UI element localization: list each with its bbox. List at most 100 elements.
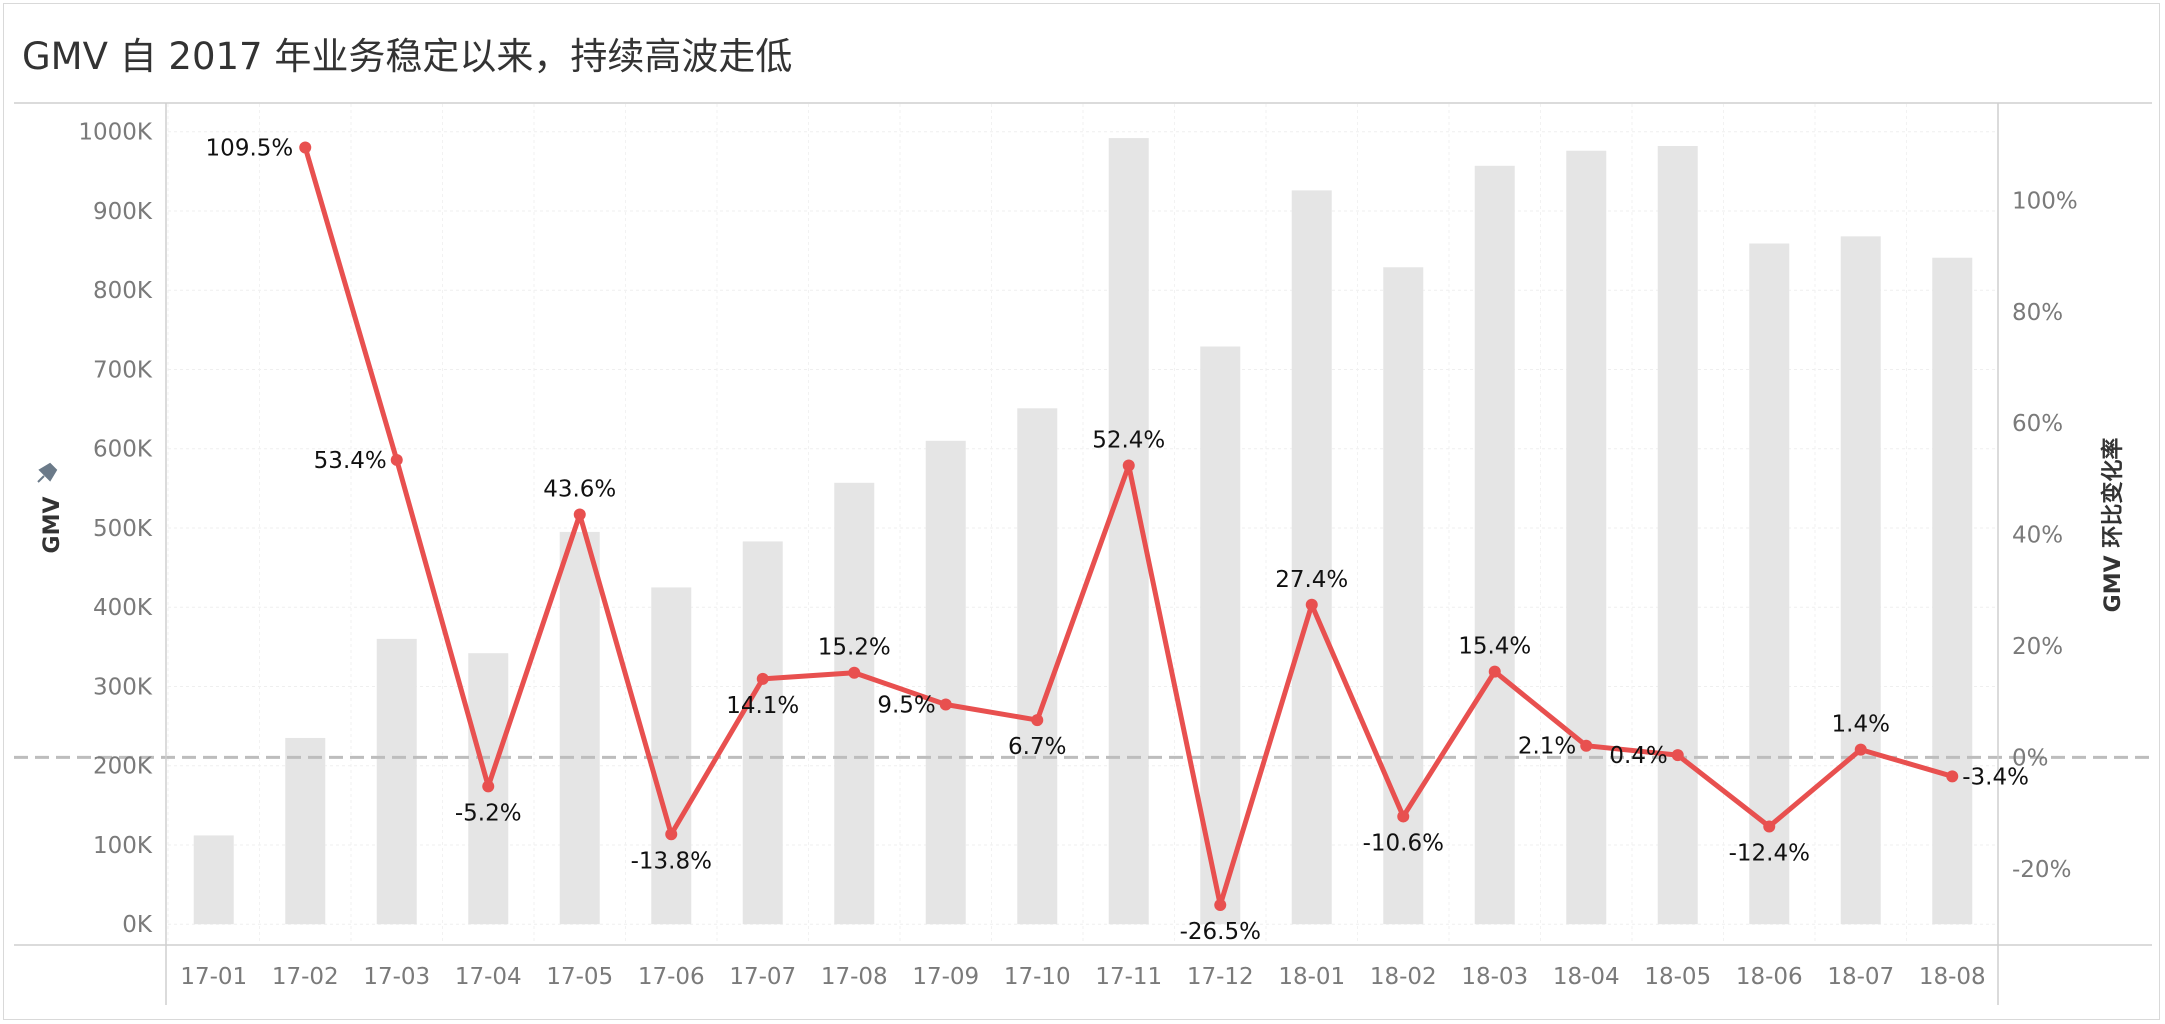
point-18-08	[1946, 770, 1959, 783]
data-label-18-01: 27.4%	[1275, 567, 1348, 593]
y-right-tick-label: 40%	[2012, 523, 2063, 549]
data-label-18-08: -3.4%	[1962, 764, 2029, 790]
y-left-tick-label: 800K	[93, 278, 153, 304]
x-tick-label: 17-02	[272, 964, 339, 990]
data-label-17-04: -5.2%	[455, 800, 522, 826]
bar-17-10	[1017, 408, 1058, 925]
data-label-17-03: 53.4%	[314, 448, 387, 474]
x-tick-label: 17-05	[546, 964, 613, 990]
data-label-18-05: 0.4%	[1609, 743, 1667, 769]
bar-18-06	[1749, 243, 1790, 925]
bar-18-05	[1657, 146, 1698, 925]
point-18-07	[1854, 743, 1867, 756]
bar-17-08	[834, 482, 875, 925]
data-label-17-10: 6.7%	[1008, 734, 1066, 760]
point-17-05	[573, 508, 586, 521]
x-tick-label: 18-08	[1919, 964, 1986, 990]
data-label-18-04: 2.1%	[1518, 734, 1576, 760]
y-right-axis-title: GMV 环比变化率	[2100, 438, 2126, 613]
x-tick-label: 18-01	[1278, 964, 1345, 990]
x-tick-label: 18-02	[1370, 964, 1437, 990]
y-right-tick-label: -20%	[2012, 857, 2071, 883]
data-label-17-11: 52.4%	[1092, 428, 1165, 454]
x-tick-label: 17-08	[821, 964, 888, 990]
y-left-axis-title: GMV	[40, 497, 65, 554]
bar-series	[193, 138, 1973, 925]
line-series	[299, 141, 1959, 912]
x-tick-label: 17-01	[180, 964, 247, 990]
x-tick-label: 18-05	[1644, 964, 1711, 990]
point-18-04	[1580, 739, 1593, 752]
data-label-17-02: 109.5%	[206, 135, 294, 161]
x-tick-label: 17-07	[729, 964, 796, 990]
y-left-tick-label: 900K	[93, 199, 153, 225]
y-right-tick-label: 20%	[2012, 634, 2063, 660]
x-tick-label: 18-06	[1736, 964, 1803, 990]
data-label-18-07: 1.4%	[1832, 712, 1890, 738]
y-left-tick-label: 200K	[93, 754, 153, 780]
point-18-01	[1305, 598, 1318, 611]
y-left-tick-label: 1000K	[78, 120, 153, 146]
y-left-tick-label: 600K	[93, 437, 153, 463]
data-label-17-06: -13.8%	[631, 848, 712, 874]
point-18-03	[1488, 665, 1501, 678]
data-label-17-08: 15.2%	[818, 635, 891, 661]
point-17-03	[390, 453, 403, 466]
x-tick-label: 17-09	[912, 964, 979, 990]
bar-18-03	[1474, 165, 1515, 925]
y-right-tick-label: 100%	[2012, 188, 2078, 214]
x-tick-label: 17-06	[638, 964, 705, 990]
bar-18-08	[1932, 257, 1973, 925]
x-tick-label: 18-03	[1461, 964, 1528, 990]
x-tick-label: 17-11	[1095, 964, 1162, 990]
bar-17-05	[559, 531, 600, 925]
x-tick-label: 18-07	[1827, 964, 1894, 990]
point-17-08	[848, 666, 861, 679]
bar-17-07	[742, 541, 783, 925]
bar-18-02	[1383, 267, 1424, 925]
bar-17-09	[925, 440, 966, 925]
data-label-18-03: 15.4%	[1458, 634, 1531, 660]
bar-17-12	[1200, 346, 1241, 925]
data-label-18-02: -10.6%	[1363, 830, 1444, 856]
point-17-12	[1214, 899, 1227, 912]
bar-18-07	[1840, 236, 1881, 925]
data-label-17-07: 14.1%	[726, 693, 799, 719]
gridlines	[167, 104, 1999, 944]
point-18-05	[1671, 749, 1684, 762]
point-17-04	[482, 780, 495, 793]
y-left-tick-label: 500K	[93, 516, 153, 542]
y-right-tick-label: 80%	[2012, 300, 2063, 326]
chart-title: GMV 自 2017 年业务稳定以来，持续高波走低	[22, 35, 793, 78]
bar-17-01	[193, 835, 234, 925]
point-17-02	[299, 141, 312, 154]
data-label-17-12: -26.5%	[1180, 919, 1261, 945]
bar-18-01	[1291, 190, 1332, 925]
point-17-10	[1031, 714, 1044, 727]
y-left-tick-label: 0K	[122, 912, 153, 938]
bar-17-03	[376, 638, 417, 925]
chart-frame	[3, 3, 2160, 1020]
point-17-11	[1122, 459, 1135, 472]
point-17-09	[939, 698, 952, 711]
point-17-07	[756, 672, 769, 685]
x-tick-label: 17-04	[455, 964, 522, 990]
bar-17-02	[285, 737, 326, 925]
data-label-17-09: 9.5%	[877, 692, 935, 718]
y-left-tick-label: 300K	[93, 674, 153, 700]
point-18-06	[1763, 820, 1776, 833]
bar-18-04	[1566, 150, 1607, 925]
x-tick-label: 17-10	[1004, 964, 1071, 990]
data-label-17-05: 43.6%	[543, 477, 616, 503]
axes: 0K 100K 200K 300K 400K 500K 600K 700K 800K 900K 10…	[14, 102, 2152, 1005]
x-tick-label: 17-12	[1187, 964, 1254, 990]
point-18-02	[1397, 810, 1410, 823]
bar-17-06	[651, 587, 692, 925]
point-17-06	[665, 828, 678, 841]
data-labels: 109.5% 53.4% -5.2% 43.6% -13.8% 14.1% 15.2% 9.5…	[206, 135, 2029, 945]
y-left-tick-label: 700K	[93, 357, 153, 383]
data-label-18-06: -12.4%	[1729, 840, 1810, 866]
x-tick-label: 18-04	[1553, 964, 1620, 990]
y-left-tick-label: 100K	[93, 833, 153, 859]
